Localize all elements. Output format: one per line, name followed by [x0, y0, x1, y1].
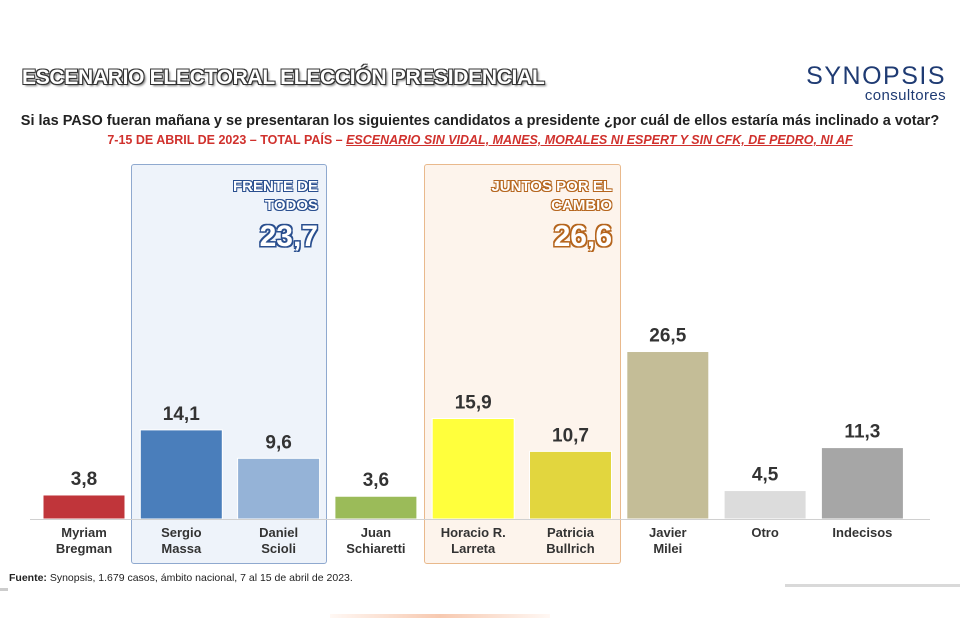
- category-label: Myriam: [61, 525, 107, 540]
- bar: [139, 429, 223, 520]
- subtitle-date: 7-15 DE ABRIL DE 2023 – TOTAL PAÍS –: [107, 133, 347, 147]
- coalition-label-line1: JUNTOS POR EL: [491, 178, 612, 195]
- bar: [723, 490, 807, 520]
- category-label: Sergio: [161, 525, 202, 540]
- bar: [626, 351, 710, 520]
- decorative-line: [785, 584, 960, 587]
- category-label: Indecisos: [832, 525, 892, 540]
- category-label: Bullrich: [546, 541, 594, 556]
- category-label: Juan: [361, 525, 391, 540]
- data-label: 14,1: [163, 404, 200, 425]
- synopsis-logo: SYNOPSIS consultores: [806, 62, 946, 104]
- decorative-line: [330, 614, 550, 618]
- bar: [820, 447, 904, 520]
- category-label: Massa: [161, 541, 202, 556]
- category-label: Milei: [653, 541, 682, 556]
- category-label: Otro: [751, 525, 779, 540]
- coalition-label-line2: CAMBIO: [551, 197, 612, 214]
- decorative-line: [0, 588, 8, 591]
- category-label: Patricia: [547, 525, 595, 540]
- data-label: 15,9: [455, 393, 492, 414]
- category-label: Javier: [649, 525, 687, 540]
- bar: [237, 457, 321, 520]
- category-label: Bregman: [56, 541, 112, 556]
- data-label: 26,5: [649, 326, 686, 347]
- coalition-label-line2: TODOS: [264, 197, 318, 214]
- logo-subtitle: consultores: [864, 87, 946, 104]
- data-label: 9,6: [265, 432, 291, 453]
- source-text: Synopsis, 1.679 casos, ámbito nacional, …: [46, 572, 353, 584]
- coalition-label-line1: FRENTE DE: [232, 178, 318, 195]
- category-label: Horacio R.: [441, 525, 506, 540]
- category-label: Larreta: [451, 541, 496, 556]
- bar: [431, 418, 515, 520]
- bar: [334, 495, 418, 520]
- chart-title: ESCENARIO ELECTORAL ELECCIÓN PRESIDENCIA…: [22, 66, 545, 89]
- data-label: 3,6: [363, 470, 389, 491]
- survey-question: Si las PASO fueran mañana y se presentar…: [20, 113, 940, 129]
- data-label: 3,8: [71, 469, 97, 490]
- data-label: 10,7: [552, 425, 589, 446]
- data-label: 11,3: [844, 422, 880, 443]
- category-label: Daniel: [259, 525, 298, 540]
- data-label: 4,5: [752, 465, 779, 486]
- category-label: Schiaretti: [346, 541, 405, 556]
- source-footer: Fuente: Synopsis, 1.679 casos, ámbito na…: [9, 572, 353, 584]
- survey-subtitle: 7-15 DE ABRIL DE 2023 – TOTAL PAÍS – ESC…: [0, 133, 960, 147]
- category-label: Scioli: [261, 541, 296, 556]
- coalition-label-frente-de-todos: FRENTE DE TODOS: [233, 177, 318, 215]
- bar: [42, 494, 126, 520]
- subtitle-scenario: ESCENARIO SIN VIDAL, MANES, MORALES NI E…: [346, 133, 853, 147]
- bar: [529, 450, 612, 520]
- source-label: Fuente:: [9, 572, 47, 584]
- coalition-total-frente-de-todos: 23,7: [259, 220, 318, 253]
- coalition-total-juntos-por-el-cambio: 26,6: [553, 220, 612, 253]
- logo-name: SYNOPSIS: [806, 62, 946, 90]
- coalition-label-juntos-por-el-cambio: JUNTOS POR EL CAMBIO: [491, 177, 612, 215]
